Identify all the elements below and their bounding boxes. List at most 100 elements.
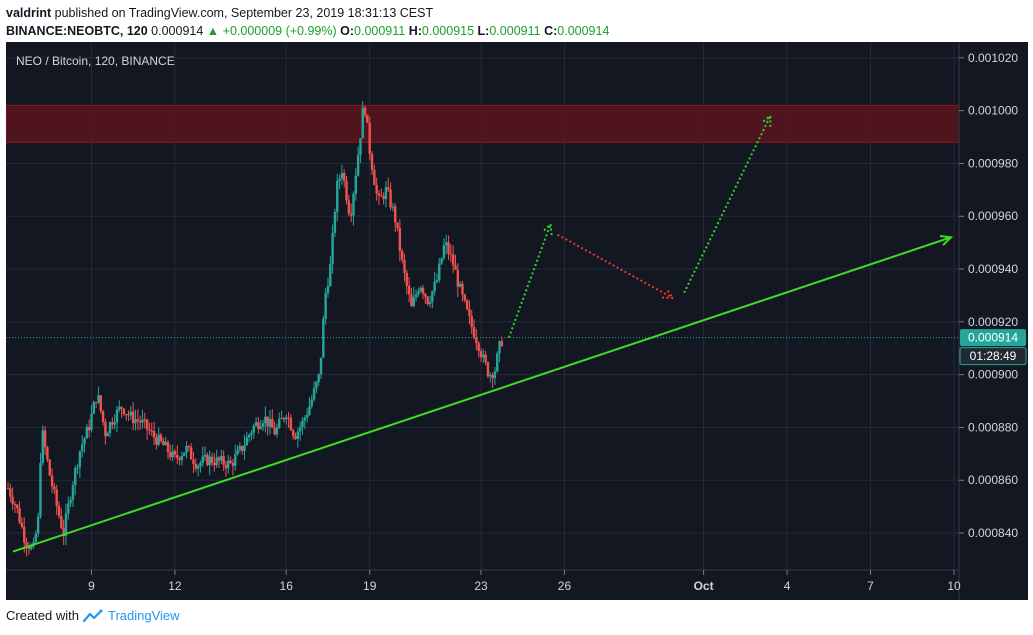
- candle-body: [254, 422, 258, 426]
- candle-body: [247, 434, 251, 438]
- candle-body: [312, 388, 316, 400]
- projection-arrow-line[interactable]: [507, 223, 552, 339]
- candle-body: [403, 259, 406, 273]
- candle-body: [280, 418, 283, 420]
- candle-body: [368, 122, 371, 154]
- arrow-head: [939, 234, 954, 246]
- candle-body: [384, 187, 388, 200]
- candle-body: [210, 456, 214, 463]
- candle-body: [55, 489, 58, 506]
- author-name[interactable]: valdrint: [6, 6, 52, 20]
- candle-body: [132, 411, 135, 424]
- candle-body: [363, 107, 367, 115]
- candle-body: [25, 542, 28, 547]
- candle-body: [180, 455, 184, 461]
- candle-body: [264, 416, 267, 424]
- candle-body: [400, 250, 404, 260]
- candle-body: [317, 374, 320, 382]
- candle-body: [465, 300, 469, 310]
- time-axis[interactable]: 9 12 16 19 23 26 Oct 4 7 10: [88, 570, 961, 593]
- candle-body: [303, 417, 306, 421]
- tradingview-brand[interactable]: TradingView: [82, 608, 180, 623]
- candle-body: [62, 527, 65, 537]
- candle-body: [134, 419, 137, 424]
- arrow-head: [661, 288, 675, 300]
- x-tick-label: Oct: [694, 579, 714, 593]
- resistance-zone[interactable]: [5, 104, 960, 143]
- candle-body: [46, 447, 49, 460]
- candle-body: [382, 195, 385, 200]
- candle-body: [50, 475, 54, 487]
- candle-body: [80, 444, 84, 452]
- candle-body: [111, 422, 114, 425]
- candle-body: [447, 242, 450, 254]
- publish-line: valdrint published on TradingView.com, S…: [6, 4, 609, 22]
- candle-body: [76, 467, 79, 469]
- candle-body: [475, 337, 478, 344]
- low-label: L:: [477, 24, 490, 38]
- candle-body: [373, 169, 376, 185]
- candle-body: [224, 464, 228, 469]
- candle-body: [398, 227, 402, 251]
- candle-body: [213, 462, 216, 466]
- candle-body: [148, 429, 151, 431]
- candle-body: [493, 371, 497, 379]
- candle-body: [438, 263, 441, 281]
- candle-body: [428, 301, 432, 304]
- candle-body: [458, 283, 462, 287]
- candle-body: [282, 418, 286, 420]
- trendline-group[interactable]: [12, 234, 954, 553]
- arrow-head: [761, 113, 772, 127]
- candle-body: [486, 362, 490, 377]
- candle-body: [94, 402, 98, 404]
- candle-body: [250, 432, 253, 435]
- candle-body: [67, 503, 70, 514]
- candle-body: [482, 354, 485, 358]
- candle-body: [412, 297, 415, 307]
- candle-body: [361, 107, 364, 139]
- candle-body: [287, 417, 290, 419]
- candle-body: [85, 426, 89, 439]
- candle-body: [454, 265, 457, 270]
- candle-body: [359, 138, 362, 156]
- y-tick-label: 0.000920: [968, 315, 1018, 329]
- candle-body: [461, 283, 464, 295]
- candle-body: [421, 287, 425, 294]
- candle-body: [278, 418, 281, 428]
- candle-body: [194, 464, 198, 469]
- candle-body: [340, 173, 344, 179]
- candle-body: [39, 462, 42, 517]
- candle-body: [414, 294, 418, 298]
- candle-body: [152, 430, 156, 438]
- candle-body: [451, 254, 455, 266]
- price-chart[interactable]: NEO / Bitcoin, 120, BINANCE 0.0008400.00…: [5, 42, 1028, 600]
- candle-body: [196, 466, 200, 469]
- candle-body: [435, 280, 439, 282]
- candle-body: [236, 449, 239, 455]
- candle-body: [101, 410, 105, 422]
- candle-body: [240, 446, 244, 452]
- support-trendline[interactable]: [12, 236, 952, 553]
- candle-body: [36, 516, 40, 534]
- candle-body: [164, 442, 167, 446]
- candle-body: [222, 456, 225, 465]
- candle-body: [442, 245, 446, 259]
- candle-body: [99, 395, 102, 411]
- candle-body: [120, 406, 123, 409]
- candle-body: [417, 291, 420, 295]
- candle-body: [298, 427, 302, 432]
- candle-body: [34, 533, 38, 543]
- candle-body: [162, 440, 165, 446]
- projection-arrow-line[interactable]: [683, 115, 772, 294]
- candle-body: [380, 195, 383, 197]
- price-axis[interactable]: 0.000840 0.000860 0.000880 0.000900 0.000920…: [959, 51, 1018, 540]
- candle-body: [159, 434, 163, 441]
- candle-body: [375, 184, 378, 194]
- chart-header: valdrint published on TradingView.com, S…: [6, 4, 609, 40]
- candle-body: [426, 296, 429, 304]
- candle-body: [173, 450, 177, 455]
- projection-arrow-line[interactable]: [557, 233, 674, 299]
- candle-body: [16, 504, 19, 509]
- projection-arrows[interactable]: [507, 113, 772, 339]
- chart-area[interactable]: NEO / Bitcoin, 120, BINANCE 0.000840 0.00…: [5, 42, 1028, 600]
